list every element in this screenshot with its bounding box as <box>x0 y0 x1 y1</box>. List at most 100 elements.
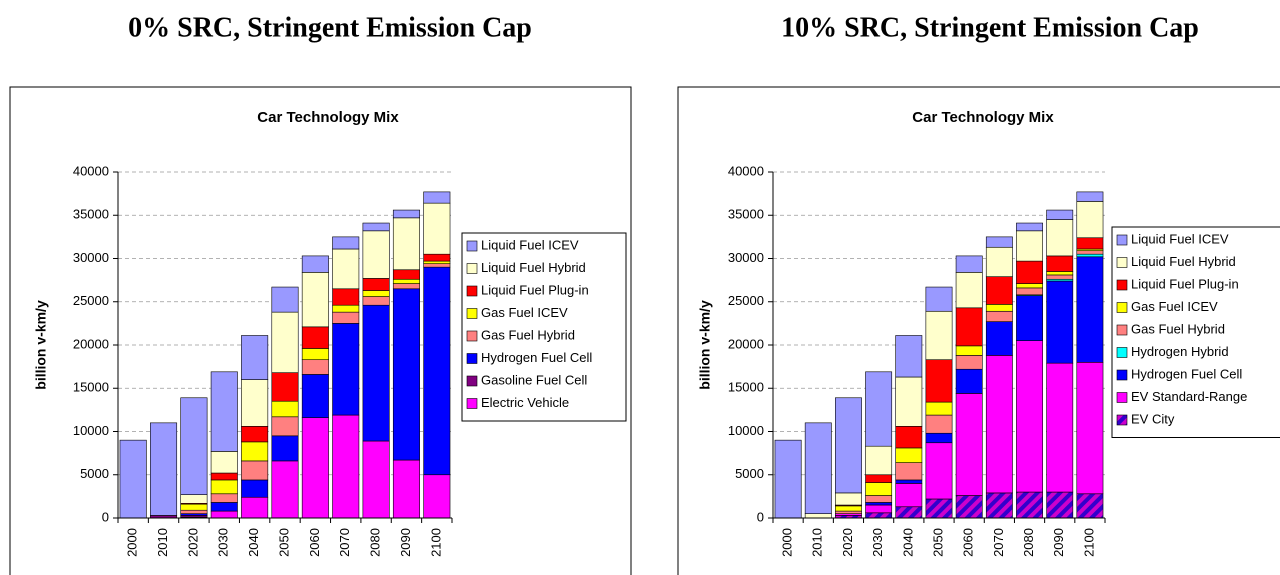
bar-segment <box>301 374 329 418</box>
legend-label: Liquid Fuel Hybrid <box>481 260 586 275</box>
y-tick-label: 0 <box>757 509 764 524</box>
legend-label: Liquid Fuel Plug-in <box>481 282 589 297</box>
x-tick-label: 2060 <box>307 528 322 557</box>
legend-label: Hydrogen Fuel Cell <box>481 350 592 365</box>
bar-segment <box>835 492 862 506</box>
bar-segment <box>835 505 862 512</box>
bar-segment <box>1076 250 1104 255</box>
legend-swatch <box>1116 234 1128 246</box>
y-tick-label: 5000 <box>80 466 109 481</box>
bar-segment <box>1016 287 1043 296</box>
chart-title: Car Technology Mix <box>257 109 399 126</box>
y-tick-label: 15000 <box>728 380 764 395</box>
bar-segment <box>423 253 451 262</box>
bar-segment <box>895 479 923 484</box>
bar-segment <box>985 355 1013 494</box>
bar-segment <box>1016 340 1043 493</box>
legend-swatch <box>1116 392 1128 403</box>
bar-segment <box>925 414 953 434</box>
bar-segment <box>241 379 269 427</box>
bar-segment <box>332 236 360 250</box>
x-tick-label: 2020 <box>840 528 855 557</box>
x-tick-label: 2010 <box>810 528 825 557</box>
bar-segment <box>925 310 953 361</box>
legend-swatch <box>1116 369 1128 381</box>
legend-swatch <box>1116 257 1128 268</box>
bar-segment <box>925 442 953 500</box>
bar-segment <box>210 502 238 512</box>
legend-swatch <box>466 308 478 319</box>
y-tick-label: 40000 <box>73 163 109 178</box>
bar-segment <box>241 426 269 443</box>
bar-segment <box>895 483 923 508</box>
bar-segment <box>271 435 299 462</box>
legend-label: Liquid Fuel Hybrid <box>1131 254 1236 269</box>
bar-segment <box>1046 491 1074 519</box>
bar-segment <box>210 479 238 495</box>
y-tick-label: 10000 <box>728 423 764 438</box>
x-tick-label: 2040 <box>246 528 261 557</box>
bar-segment <box>301 359 329 375</box>
legend-swatch <box>466 285 478 297</box>
y-axis-label: billion v-km/y <box>697 300 713 390</box>
x-tick-label: 2000 <box>125 528 140 557</box>
bar-segment <box>1076 361 1104 495</box>
bar-segment <box>985 310 1013 322</box>
bar-segment <box>271 416 299 437</box>
bar-segment <box>925 286 953 312</box>
x-tick-label: 2080 <box>368 528 383 557</box>
y-tick-label: 25000 <box>73 293 109 308</box>
y-tick-label: 30000 <box>728 250 764 265</box>
bar-segment <box>392 288 420 461</box>
bar-segment <box>210 451 238 474</box>
legend-swatch <box>466 398 478 409</box>
x-tick-label: 2000 <box>780 528 795 557</box>
bar-segment <box>895 426 923 449</box>
bar-segment <box>1046 271 1074 276</box>
legend-label: EV City <box>1131 411 1175 426</box>
bar-segment <box>1046 362 1074 493</box>
bar-segment <box>423 266 451 476</box>
bar-segment <box>362 230 390 279</box>
bar-segment <box>955 495 983 519</box>
x-tick-label: 2060 <box>961 528 976 557</box>
legend-swatch <box>466 240 478 252</box>
bar-segment <box>271 311 299 373</box>
legend-swatch <box>466 263 478 274</box>
legend-swatch <box>1116 324 1128 336</box>
bar-segment <box>423 263 451 268</box>
bar-segment <box>392 283 420 290</box>
x-tick-label: 2100 <box>1081 528 1096 557</box>
x-tick-label: 2070 <box>337 528 352 557</box>
bar-segment <box>895 506 923 519</box>
legend-label: Hydrogen Hybrid <box>1131 344 1229 359</box>
bar-segment <box>241 496 269 519</box>
bar-segment <box>895 335 923 378</box>
bar-segment <box>271 286 299 313</box>
x-tick-label: 2020 <box>185 528 200 557</box>
x-tick-label: 2100 <box>428 528 443 557</box>
bar-segment <box>392 217 420 271</box>
bar-segment <box>1046 280 1074 364</box>
legend-swatch <box>466 375 478 387</box>
bar-segment <box>985 276 1013 305</box>
bar-segment <box>1076 237 1104 250</box>
chart-heading: 0% SRC, Stringent Emission Cap <box>128 12 532 43</box>
bar-segment <box>241 335 269 380</box>
bar-segment <box>150 422 178 516</box>
legend-swatch <box>466 353 478 364</box>
bar-segment <box>271 400 299 418</box>
bar-segment <box>362 290 390 297</box>
bar-segment <box>925 401 953 416</box>
bar-segment <box>362 222 390 232</box>
bar-segment <box>1046 209 1074 220</box>
legend-label: Gas Fuel Hybrid <box>1131 321 1225 336</box>
bar-segment <box>955 368 983 394</box>
bar-segment <box>1016 260 1043 284</box>
legend-frame <box>461 232 627 422</box>
bar-segment <box>865 512 893 519</box>
legend-label: Hydrogen Fuel Cell <box>1131 366 1242 381</box>
y-tick-label: 35000 <box>728 207 764 222</box>
bar-segment <box>271 460 299 519</box>
